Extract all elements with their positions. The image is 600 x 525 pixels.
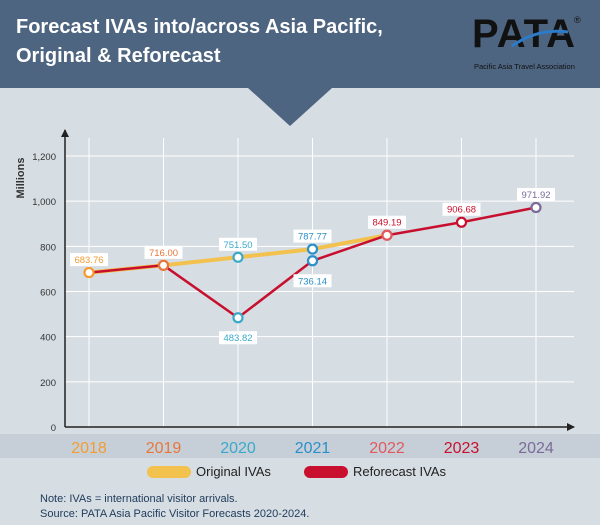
x-axis-arrow-icon <box>567 423 575 431</box>
data-label-box <box>70 253 108 267</box>
data-label-box <box>517 188 555 202</box>
data-label: 849.19 <box>372 218 401 229</box>
data-label: 751.50 <box>223 240 252 251</box>
data-label: 787.77 <box>298 232 327 243</box>
data-label-box <box>293 274 332 288</box>
x-tick-label: 2023 <box>444 440 480 457</box>
data-label-box <box>368 215 406 229</box>
data-label-box <box>293 229 332 243</box>
pata-logo: PATA <box>472 12 576 56</box>
line-chart: 0 200 400 600 800 1,000 1,200 Millions 2018 2019 2… <box>0 129 600 458</box>
data-point-reforecast <box>157 259 170 271</box>
x-tick-label: 2018 <box>71 440 107 457</box>
y-tick-label: 0 <box>51 423 56 434</box>
x-tick-label: 2024 <box>518 440 554 457</box>
x-tick-label: 2021 <box>295 440 331 457</box>
footnote: Note: IVAs = international visitor arriv… <box>40 493 238 505</box>
data-point-reforecast <box>306 255 319 267</box>
data-point-original <box>232 251 244 263</box>
data-label-box <box>219 331 257 345</box>
logo-subtitle: Pacific Asia Travel Association <box>474 62 575 71</box>
y-tick-label: 1,000 <box>32 197 56 208</box>
legend-original-label: Original IVAs <box>196 464 271 479</box>
data-label-box <box>144 245 183 259</box>
legend-reforecast-swatch <box>304 466 348 478</box>
data-label-box <box>442 202 481 216</box>
data-label-box <box>219 237 257 251</box>
data-point-reforecast <box>455 216 468 228</box>
source-note: Source: PATA Asia Pacific Visitor Foreca… <box>40 508 310 520</box>
y-axis-arrow-icon <box>61 129 69 137</box>
legend-original-swatch <box>147 466 191 478</box>
data-point-original <box>306 243 319 255</box>
y-tick-label: 600 <box>40 288 56 299</box>
chart-title-line-2: Original & Reforecast <box>16 45 221 67</box>
data-label: 971.92 <box>521 190 550 201</box>
logo-swoosh-icon <box>511 29 569 48</box>
header-banner <box>0 0 600 126</box>
y-tick-label: 1,200 <box>32 152 56 163</box>
x-category-band <box>0 434 600 458</box>
data-label: 683.76 <box>74 255 103 266</box>
data-point-reforecast <box>83 266 95 279</box>
y-axis-label: Millions <box>15 158 27 199</box>
legend-reforecast-label: Reforecast IVAs <box>353 464 446 479</box>
chart-title-line-1: Forecast IVAs into/across Asia Pacific, <box>16 16 383 38</box>
y-tick-label: 800 <box>40 242 56 253</box>
x-tick-label: 2019 <box>146 440 182 457</box>
data-point-reforecast <box>381 229 393 241</box>
data-label: 906.68 <box>447 205 476 216</box>
x-tick-label: 2022 <box>369 440 405 457</box>
data-label: 716.00 <box>149 248 178 259</box>
data-point-reforecast <box>232 312 244 324</box>
data-point-reforecast <box>530 201 542 214</box>
x-tick-label: 2020 <box>220 440 256 457</box>
banner-shape <box>0 0 600 126</box>
data-label: 483.82 <box>223 333 252 344</box>
logo-registered-mark: ® <box>574 15 581 25</box>
y-tick-label: 400 <box>40 333 56 344</box>
y-tick-label: 200 <box>40 378 56 389</box>
data-label: 736.14 <box>298 276 327 287</box>
